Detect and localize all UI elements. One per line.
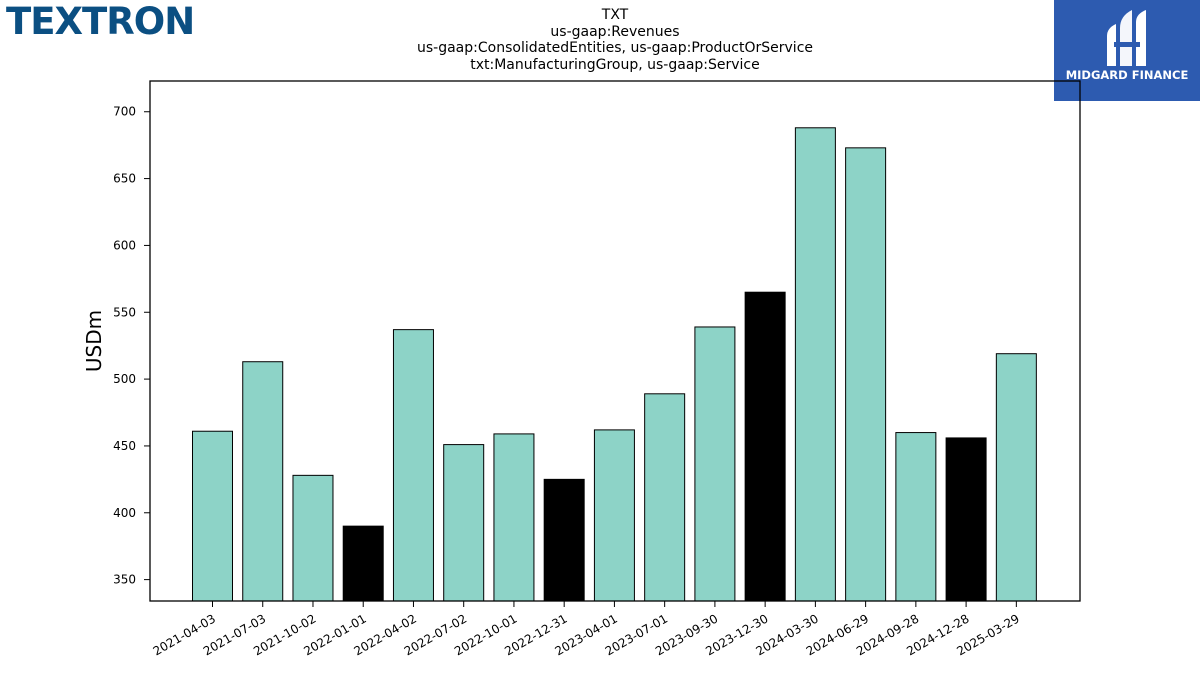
midgard-finance-logo: MIDGARD FINANCE xyxy=(1054,0,1200,101)
midgard-mark-icon xyxy=(1107,10,1146,66)
chart-title-line-2: us-gaap:Revenues xyxy=(550,23,680,40)
y-axis-label: USDm xyxy=(82,310,106,372)
y-tick-label-450: 450 xyxy=(113,439,136,453)
bar-2025-03-29 xyxy=(995,353,1037,602)
chart-title-line-3: us-gaap:ConsolidatedEntities, us-gaap:Pr… xyxy=(417,40,813,56)
y-tick-label-600: 600 xyxy=(113,238,136,252)
y-tick-label-550: 550 xyxy=(113,305,136,319)
bar-2023-09-30 xyxy=(694,326,736,602)
bar-2022-01-01 xyxy=(342,525,384,602)
bar-2023-04-01 xyxy=(593,429,635,602)
bar-2024-12-28 xyxy=(945,437,987,602)
chart-title: TXT us-gaap:Revenues us-gaap:Consolidate… xyxy=(265,7,965,73)
y-tick-label-650: 650 xyxy=(113,172,136,186)
midgard-logo-text: MIDGARD FINANCE xyxy=(1065,68,1189,82)
y-tick-label-500: 500 xyxy=(113,372,136,386)
bar-2024-09-28 xyxy=(895,432,937,602)
bar-2021-07-03 xyxy=(242,361,284,602)
bar-2021-04-03 xyxy=(192,430,233,602)
y-tick-label-700: 700 xyxy=(113,105,136,119)
chart-title-line-1: TXT xyxy=(601,7,629,23)
bar-2024-03-30 xyxy=(794,127,836,602)
textron-logo: TEXTRON xyxy=(6,0,195,43)
bar-2022-07-02 xyxy=(443,444,485,602)
bar-2022-04-02 xyxy=(392,329,434,602)
chart-title-line-4: txt:ManufacturingGroup, us-gaap:Service xyxy=(470,56,760,73)
bar-2021-10-02 xyxy=(292,474,334,602)
bar-2022-12-31 xyxy=(543,478,585,602)
bar-2023-07-01 xyxy=(644,393,686,602)
bar-2023-12-30 xyxy=(744,291,786,602)
bar-2022-10-01 xyxy=(493,433,535,602)
y-tick-label-400: 400 xyxy=(113,506,136,520)
plot-frame xyxy=(149,80,1081,602)
y-tick-label-350: 350 xyxy=(113,573,136,587)
bar-2024-06-29 xyxy=(845,147,887,602)
